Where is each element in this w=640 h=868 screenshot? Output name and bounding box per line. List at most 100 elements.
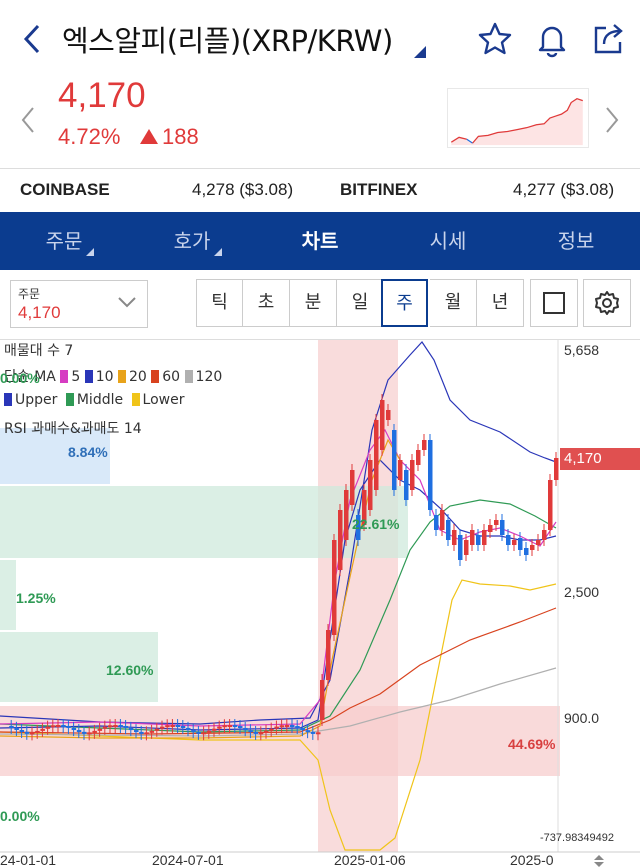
- candle: [542, 524, 547, 546]
- candle: [217, 720, 222, 735]
- candle: [434, 509, 439, 536]
- candle: [128, 721, 134, 737]
- ma60-swatch: [151, 370, 160, 383]
- title-dropdown-icon[interactable]: [414, 46, 426, 58]
- change-amount: 188: [162, 124, 199, 149]
- back-arrow-icon[interactable]: [18, 22, 48, 56]
- period-day[interactable]: 일: [337, 279, 384, 327]
- candle: [160, 720, 165, 735]
- prev-chevron-icon[interactable]: [20, 106, 36, 134]
- profile-pct: 12.60%: [106, 662, 154, 678]
- candle: [170, 719, 175, 734]
- settings-button[interactable]: [583, 279, 631, 327]
- tab-quotes[interactable]: 시세: [384, 212, 512, 270]
- candle: [488, 519, 493, 538]
- candle: [71, 721, 77, 737]
- chart-canvas[interactable]: [0, 340, 640, 868]
- candle: [222, 719, 227, 734]
- current-price: 4,170: [58, 76, 146, 115]
- next-chevron-icon[interactable]: [604, 106, 620, 134]
- candle: [356, 509, 361, 546]
- period-minute[interactable]: 분: [290, 279, 337, 327]
- exchange-name: BITFINEX: [340, 180, 418, 199]
- candle: [554, 452, 559, 486]
- period-month[interactable]: 월: [430, 279, 477, 327]
- ma20-label: 20: [128, 369, 147, 385]
- app-header: 엑스알피(리플)(XRP/KRW): [0, 0, 640, 76]
- profile-pct: 0.00%: [0, 808, 40, 824]
- ma10-label: 10: [95, 369, 114, 385]
- candle: [279, 719, 285, 734]
- candle: [350, 464, 355, 511]
- candle: [92, 724, 97, 739]
- period-year[interactable]: 년: [477, 279, 524, 327]
- exchange-value: 4,278 ($3.08): [192, 180, 294, 199]
- candle: [113, 719, 118, 734]
- order-select[interactable]: 주문 4,170: [10, 280, 148, 328]
- candle: [61, 719, 66, 734]
- tab-dropdown-icon: [214, 248, 222, 256]
- upper-label: Upper: [15, 392, 58, 408]
- rsi-legend: RSI 과매수&과매도 14: [4, 421, 142, 437]
- candle: [232, 719, 238, 734]
- candle: [274, 720, 279, 735]
- tab-orderbook[interactable]: 호가: [128, 212, 256, 270]
- ma10-swatch: [84, 370, 93, 383]
- candle: [464, 534, 469, 561]
- price-summary: 4,170 4.72% 188: [0, 76, 640, 168]
- bollinger-legend: Upper Middle Lower: [4, 392, 185, 408]
- price-chart[interactable]: 매물대 수 7 단순 MA 5 10 20 60 120 Upper Middl…: [0, 340, 640, 868]
- candle: [368, 454, 373, 516]
- profile-pct: 0.00%: [0, 370, 40, 386]
- bell-icon[interactable]: [533, 20, 571, 58]
- candle: [316, 726, 321, 741]
- current-price-tag: 4,170: [560, 448, 640, 470]
- page-title[interactable]: 엑스알피(리플)(XRP/KRW): [62, 24, 393, 58]
- period-second[interactable]: 초: [243, 279, 290, 327]
- scroll-handle-icon[interactable]: [592, 854, 606, 868]
- tab-label: 시세: [429, 229, 467, 253]
- candle: [238, 720, 243, 735]
- ma10-line: [0, 459, 557, 731]
- share-icon[interactable]: [590, 20, 628, 58]
- candle: [102, 720, 108, 735]
- tab-info[interactable]: 정보: [512, 212, 640, 270]
- tab-label: 호가: [173, 229, 211, 253]
- candle: [269, 722, 274, 737]
- ma120-swatch: [184, 370, 193, 383]
- candle: [9, 719, 14, 734]
- candle: [35, 724, 40, 739]
- period-week[interactable]: 주: [381, 279, 428, 327]
- tab-chart[interactable]: 차트: [256, 212, 384, 270]
- candle: [66, 719, 71, 734]
- y-axis-label: -737.98349492: [540, 832, 615, 844]
- tab-order[interactable]: 주문: [0, 212, 128, 270]
- profile-pct: 44.69%: [508, 736, 556, 752]
- candle: [191, 724, 196, 739]
- y-axis-label: 2,500: [564, 584, 600, 600]
- bollinger-upper-line: [0, 341, 557, 725]
- ma-legend-label: 단순 MA: [4, 369, 56, 385]
- candle: [458, 529, 463, 566]
- tab-dropdown-icon: [86, 248, 94, 256]
- star-icon[interactable]: [476, 20, 514, 58]
- candle: [548, 474, 553, 536]
- candle: [500, 514, 505, 541]
- candle: [518, 532, 523, 556]
- ma20-swatch: [117, 370, 126, 383]
- candle: [24, 725, 30, 740]
- candle: [482, 524, 487, 551]
- candle: [404, 464, 409, 506]
- chart-type-button[interactable]: [530, 279, 578, 327]
- candle: [144, 726, 149, 741]
- tab-label: 차트: [301, 229, 339, 253]
- candle: [332, 534, 337, 641]
- candle: [264, 724, 269, 739]
- period-tick[interactable]: 틱: [196, 279, 243, 327]
- gear-icon: [595, 291, 619, 315]
- candle: [512, 534, 517, 551]
- candle: [108, 719, 113, 734]
- candle: [494, 514, 499, 531]
- candle: [175, 719, 181, 734]
- lower-swatch: [131, 393, 140, 406]
